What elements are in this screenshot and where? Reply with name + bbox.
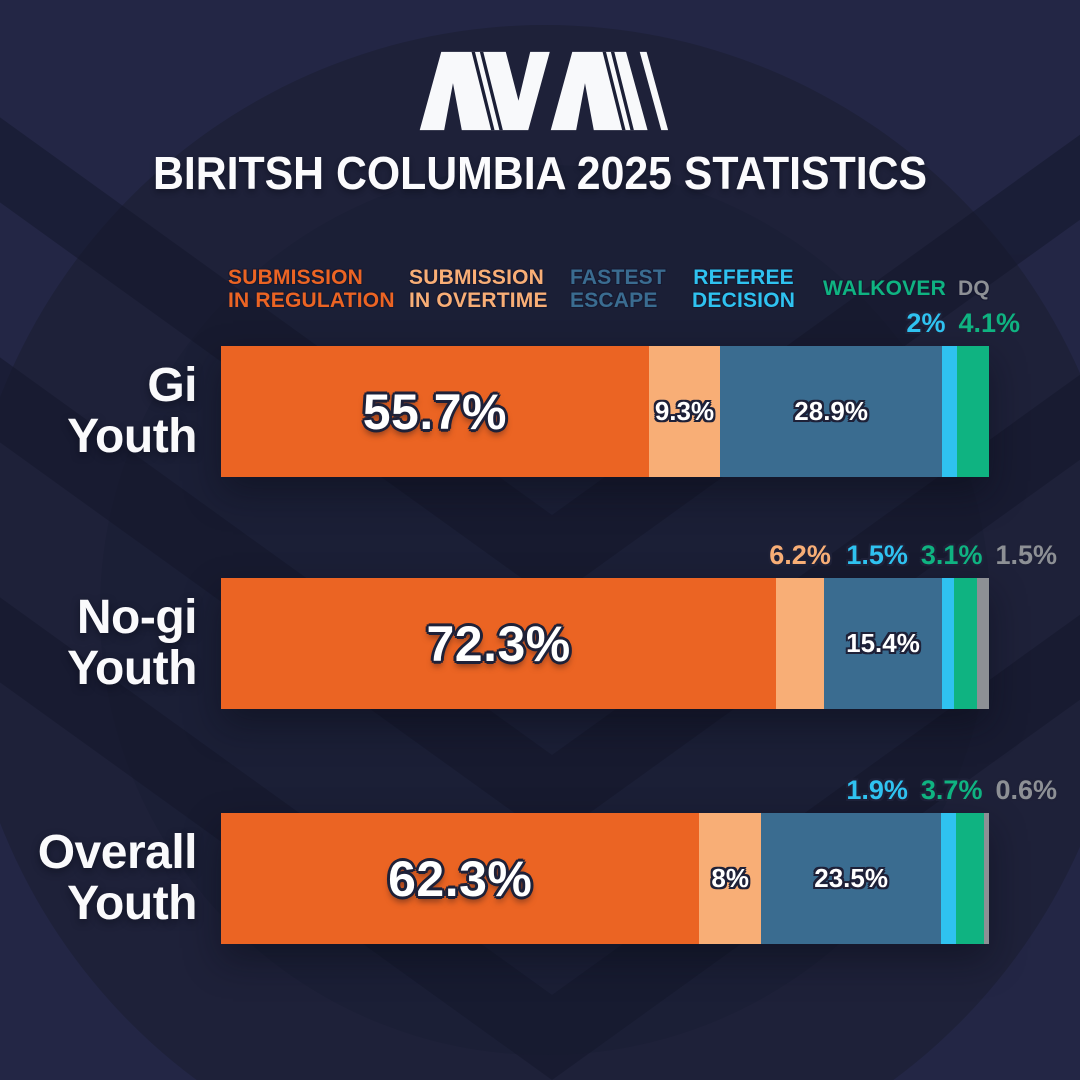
above-end-value-label: 1.9% (846, 775, 908, 805)
bar-segment-dq (977, 578, 989, 709)
bar-segment-regulation: 55.7% (221, 346, 649, 477)
bar-segment-referee (942, 346, 958, 477)
bar-segment-dq (984, 813, 989, 944)
legend-item-escape: FASTEST ESCAPE (570, 266, 666, 312)
ava-logo: AVA (406, 47, 674, 135)
row-category-line: Gi (147, 358, 197, 412)
legend-label: SUBMISSION (228, 266, 364, 289)
above-segment-value-label: 6.2% (769, 540, 831, 570)
chart-row: Overall Youth 62.3% 8% 23.5% 1.9% 3.7% 0.6% (0, 775, 1080, 944)
legend-label: DQ (958, 277, 990, 300)
segment-value-label: 28.9% (794, 396, 869, 426)
segment-value-label: 8% (711, 863, 749, 893)
page-title: BIRITSH COLUMBIA 2025 STATISTICS (152, 147, 928, 199)
bar-segment-overtime: 8% (699, 813, 761, 944)
above-end-value-label: 1.5% (995, 540, 1057, 570)
row-category-label: Gi Youth (67, 358, 197, 464)
logo-pinstripe (479, 51, 503, 131)
bar-segment-referee (942, 578, 954, 709)
logo-pinstripe (610, 51, 634, 131)
stacked-bar: 62.3% 8% 23.5% 1.9% 3.7% 0.6% (221, 775, 1057, 944)
legend-item-regulation: SUBMISSION IN REGULATION (228, 266, 395, 312)
chart-row: Gi Youth 55.7% 9.3% 28.9% 2% 4.1% (0, 308, 1080, 477)
legend-item-overtime: SUBMISSION IN OVERTIME (409, 266, 548, 312)
above-end-value-label: 2% (906, 308, 946, 338)
chart-row: No-gi Youth 72.3% 6.2% 15.4% 1.5% 3.1% 1.5% (0, 540, 1080, 709)
legend-label: WALKOVER (823, 277, 946, 300)
segment-value-label: 15.4% (846, 628, 920, 658)
legend-label: FASTEST (570, 266, 666, 289)
bar-segment-escape: 15.4% (823, 578, 943, 709)
bar-segment-walkover (955, 813, 985, 944)
stacked-bar: 72.3% 6.2% 15.4% 1.5% 3.1% 1.5% (221, 540, 1057, 709)
above-end-value-label: 0.6% (995, 775, 1057, 805)
bar-segment-escape: 23.5% (760, 813, 942, 944)
legend-label: IN REGULATION (228, 289, 395, 312)
segment-value-label: 9.3% (654, 396, 715, 426)
row-category-label: No-gi Youth (67, 590, 198, 696)
legend: SUBMISSION IN REGULATION SUBMISSION IN OVER… (0, 266, 1080, 318)
logo-pinstripe (602, 51, 626, 131)
legend-item-referee: REFEREE DECISION (692, 266, 795, 312)
above-end-value-label: 3.7% (920, 775, 983, 805)
bar-segment-walkover (957, 346, 989, 477)
legend-item-walkover: WALKOVER (823, 277, 946, 300)
above-bar-labels: 1.9% 3.7% 0.6% (846, 775, 1057, 806)
segment-value-label: 72.3% (426, 615, 571, 672)
bar-segment-escape: 28.9% (720, 346, 943, 477)
row-category-line: Youth (67, 642, 197, 696)
above-bar-labels: 2% 4.1% (906, 308, 1020, 339)
row-category-line: Overall (37, 825, 198, 879)
stacked-bar: 55.7% 9.3% 28.9% 2% 4.1% (221, 308, 1020, 477)
row-category-line: No-gi (76, 590, 198, 644)
legend-item-dq: DQ (958, 277, 990, 300)
row-category-line: Youth (67, 410, 197, 464)
bar-segment-referee (941, 813, 956, 944)
legend-label: ESCAPE (570, 289, 658, 312)
segment-value-label: 62.3% (388, 850, 533, 907)
above-end-value-label: 3.1% (920, 540, 983, 570)
logo-slash (639, 51, 669, 131)
legend-label: IN OVERTIME (409, 289, 548, 312)
bar-segment-regulation: 62.3% (221, 813, 700, 944)
above-end-value-label: 4.1% (958, 308, 1020, 338)
above-bar-labels: 1.5% 3.1% 1.5% (846, 540, 1057, 571)
segment-value-label: 23.5% (814, 863, 888, 893)
bar-segment-overtime (776, 578, 824, 709)
logo-pinstripe (471, 51, 495, 131)
above-end-value-label: 1.5% (846, 540, 908, 570)
segment-value-label: 55.7% (362, 383, 508, 440)
row-category-label: Overall Youth (37, 825, 198, 931)
bar-segment-regulation: 72.3% (221, 578, 777, 709)
legend-label: REFEREE (693, 266, 794, 289)
bar-segment-walkover (953, 578, 978, 709)
legend-label: DECISION (692, 289, 796, 312)
ava-logo-graphic (419, 51, 669, 131)
row-category-line: Youth (67, 877, 197, 931)
legend-label: SUBMISSION (409, 266, 545, 289)
bar-segment-overtime: 9.3% (648, 346, 721, 477)
